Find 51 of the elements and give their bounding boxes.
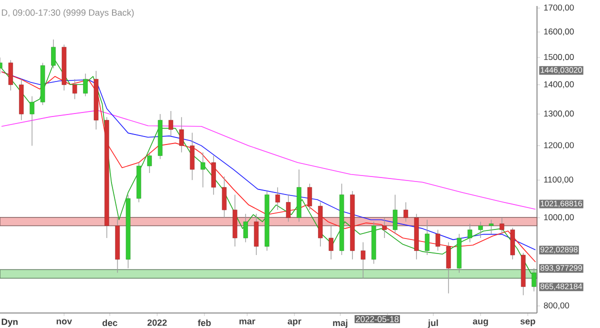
x-tick-label: sep xyxy=(520,319,536,326)
candlestick xyxy=(51,39,56,69)
candlestick xyxy=(30,96,34,146)
x-tick-label: maj xyxy=(333,319,348,328)
candlestick xyxy=(478,221,483,238)
candlestick xyxy=(243,213,248,243)
y-tick-label: 1300,00 xyxy=(544,110,574,118)
candlestick xyxy=(222,176,227,218)
candlestick xyxy=(468,223,472,243)
x-tick-label: dec xyxy=(102,319,118,326)
text: 2022-05-18 xyxy=(356,316,399,322)
x-tick-label: 2022 xyxy=(147,319,167,326)
x-tick-label: apr xyxy=(288,319,302,326)
y-tick-label: 1400,00 xyxy=(544,81,574,88)
x-tick-label: jul xyxy=(428,319,438,328)
y-tick-label: 1700,00 xyxy=(544,4,574,12)
candlestick xyxy=(286,194,291,222)
y-tick-label: 1200,00 xyxy=(544,142,574,150)
y-tick-label: 1100,00 xyxy=(544,176,574,184)
y-tick-label: 1600,00 xyxy=(544,28,574,36)
candlestick xyxy=(275,186,280,210)
candlestick xyxy=(404,202,408,222)
y-tick-label: 800,00 xyxy=(544,302,570,310)
y-tick-label: 1000,00 xyxy=(544,214,574,222)
candlestick xyxy=(200,152,206,188)
candlestick xyxy=(83,73,88,97)
candlestick xyxy=(8,60,13,91)
x-tick-label: feb xyxy=(198,319,211,326)
candlestick xyxy=(179,116,184,153)
chart-title: D, 09:00-17:30 (9999 Days Back) xyxy=(2,9,134,18)
candlestick xyxy=(307,183,312,210)
x-tick-label: aug xyxy=(472,319,488,326)
candlestick xyxy=(168,110,174,136)
candlestick xyxy=(436,229,440,252)
candlestick xyxy=(392,194,398,234)
x-tick-label: mar xyxy=(240,319,256,324)
candlestick xyxy=(328,225,334,260)
candlestick xyxy=(424,219,430,256)
candlestick xyxy=(532,268,536,292)
candlestick xyxy=(360,242,366,279)
candlestick xyxy=(147,152,152,174)
text: Dyn xyxy=(2,318,18,327)
candlestick xyxy=(382,217,387,238)
candlestick xyxy=(488,219,494,234)
line-series xyxy=(1,110,536,210)
x-tick-label: nov xyxy=(56,319,72,324)
candlestick xyxy=(72,78,78,100)
candlestick xyxy=(446,242,451,294)
candlestick xyxy=(500,217,504,234)
y-tick-label: 1500,00 xyxy=(544,54,574,61)
candlestick xyxy=(190,132,195,180)
